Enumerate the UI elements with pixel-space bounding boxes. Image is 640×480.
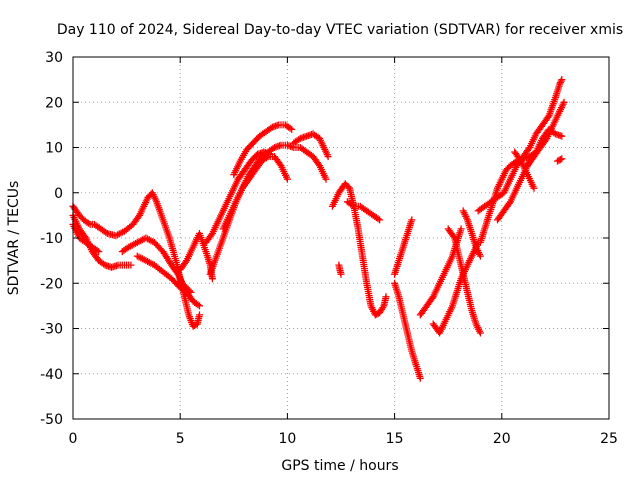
series-arc-14 bbox=[335, 261, 345, 278]
data-point-markers bbox=[524, 98, 568, 170]
series-arc-20 bbox=[459, 207, 484, 260]
y-tick-label: -40 bbox=[40, 367, 63, 383]
data-point-markers bbox=[230, 121, 296, 179]
data-point-markers bbox=[416, 225, 465, 319]
series-arc-13 bbox=[343, 198, 384, 224]
x-tick-label: 10 bbox=[278, 431, 296, 447]
series-arc-10 bbox=[230, 121, 296, 179]
series-arc-19 bbox=[444, 225, 484, 337]
series-arc-12 bbox=[328, 180, 390, 319]
y-tick-label: -10 bbox=[40, 231, 63, 247]
series-arc-15 bbox=[391, 216, 416, 278]
data-point-markers bbox=[133, 252, 203, 310]
series-arc-24 bbox=[524, 98, 568, 170]
y-tick-label: 20 bbox=[45, 95, 63, 111]
x-tick-label: 25 bbox=[600, 431, 618, 447]
series-arc-5 bbox=[133, 252, 203, 310]
y-axis-label: SDTVAR / TECUs bbox=[6, 181, 22, 296]
data-point-markers bbox=[290, 130, 332, 161]
series-arc-3 bbox=[69, 189, 203, 330]
data-point-markers bbox=[328, 180, 390, 319]
chart-title: Day 110 of 2024, Sidereal Day-to-day VTE… bbox=[57, 22, 623, 38]
x-axis-label: GPS time / hours bbox=[281, 458, 398, 474]
data-point-markers bbox=[474, 76, 566, 215]
series-arc-8 bbox=[202, 148, 274, 246]
y-tick-label: -30 bbox=[40, 322, 63, 338]
y-tick-label: -20 bbox=[40, 276, 63, 292]
x-tick-label: 0 bbox=[69, 431, 78, 447]
data-point-markers bbox=[118, 234, 195, 296]
series-arc-11 bbox=[290, 130, 332, 161]
data-point-markers bbox=[444, 225, 484, 337]
x-tick-label: 15 bbox=[386, 431, 404, 447]
data-point-markers bbox=[511, 148, 538, 192]
y-tick-label: -50 bbox=[40, 412, 63, 428]
y-tick-label: 30 bbox=[45, 50, 63, 66]
data-point-markers bbox=[69, 189, 203, 330]
series-arc-9 bbox=[219, 141, 330, 233]
series-arc-4 bbox=[118, 234, 195, 296]
data-marks bbox=[69, 76, 568, 382]
axis-ticks: 0 5 10 15 20 25 -50 -40 -30 -20 -10 0 10 20 30 bbox=[40, 50, 618, 447]
series-arc-26 bbox=[511, 148, 538, 192]
series-arc-16 bbox=[391, 279, 424, 382]
y-tick-label: 0 bbox=[54, 186, 63, 202]
data-point-markers bbox=[219, 141, 330, 233]
x-tick-label: 5 bbox=[176, 431, 185, 447]
data-point-markers bbox=[343, 198, 384, 224]
grid bbox=[73, 57, 609, 419]
data-point-markers bbox=[391, 216, 416, 278]
y-tick-label: 10 bbox=[45, 141, 63, 157]
series-arc-17 bbox=[416, 225, 465, 319]
data-point-markers bbox=[554, 155, 566, 165]
series-arc-22 bbox=[474, 76, 566, 215]
x-tick-label: 20 bbox=[493, 431, 511, 447]
data-point-markers bbox=[202, 148, 274, 246]
data-point-markers bbox=[459, 207, 484, 260]
series-arc-25 bbox=[554, 155, 566, 165]
data-point-markers bbox=[335, 261, 345, 278]
data-point-markers bbox=[391, 279, 424, 382]
